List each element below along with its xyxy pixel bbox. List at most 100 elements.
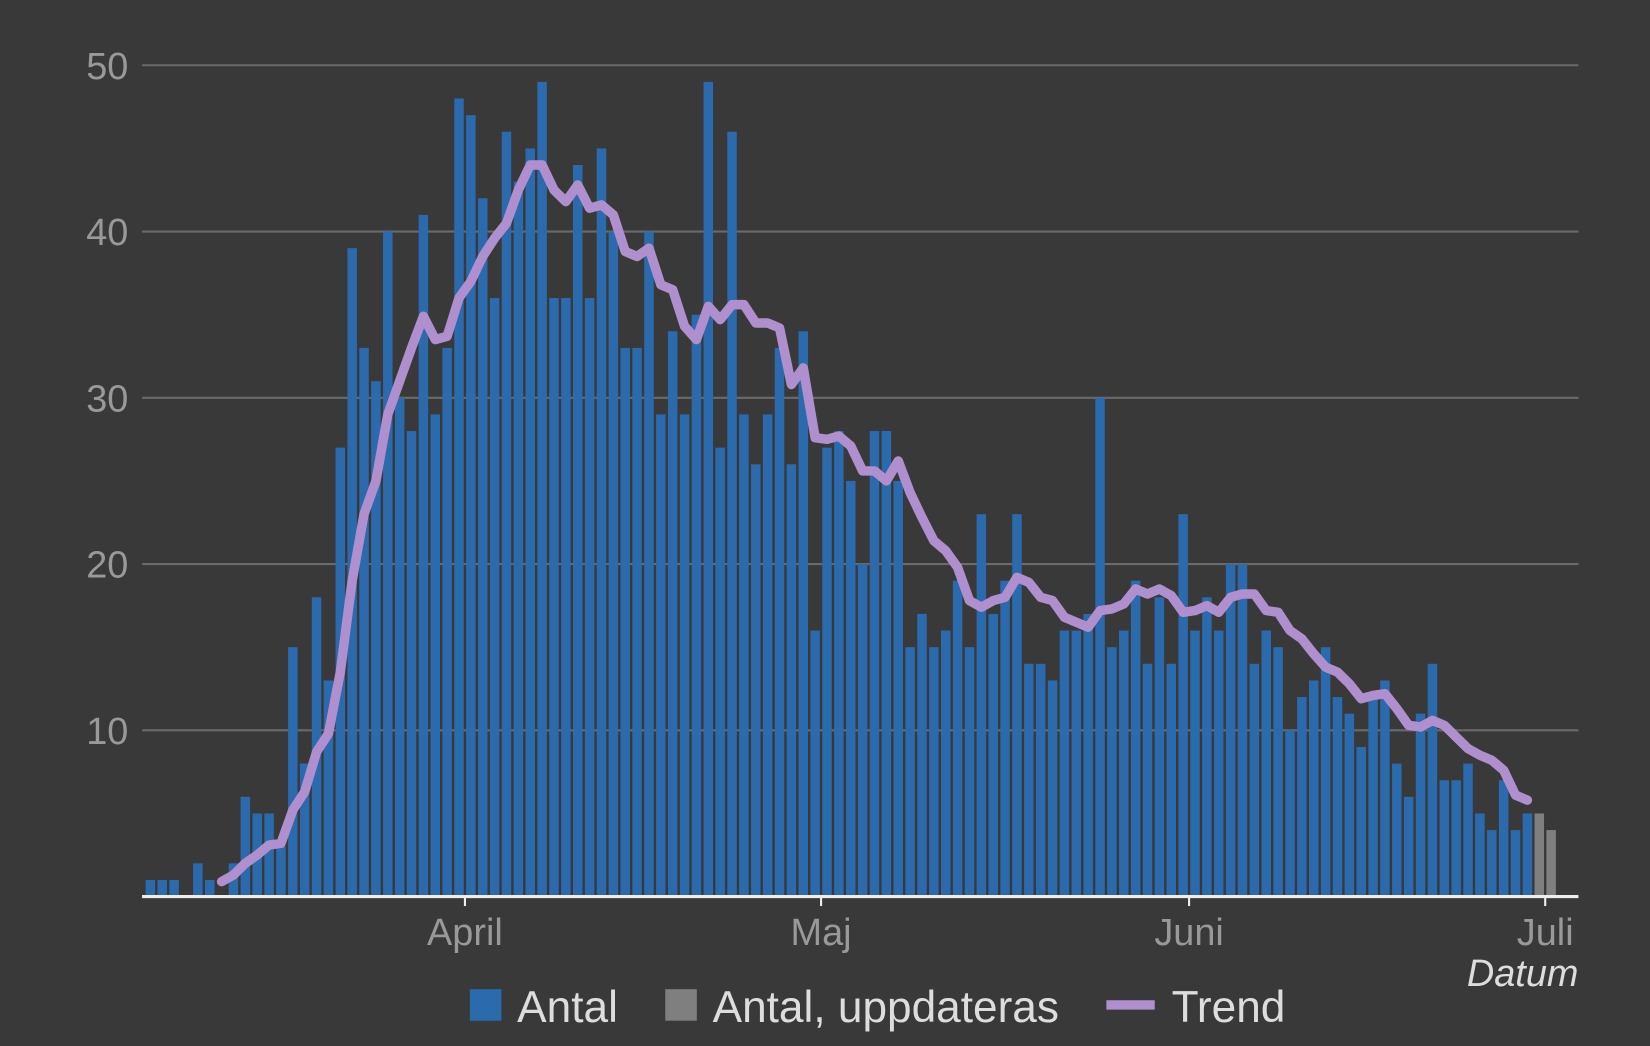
bar — [893, 480, 903, 897]
bar — [1297, 697, 1307, 897]
bar — [478, 198, 488, 897]
bar — [145, 879, 156, 897]
bar — [1154, 597, 1165, 897]
bar — [881, 431, 892, 897]
legend-swatch — [665, 989, 697, 1021]
bar — [1249, 663, 1260, 897]
x-axis-title: Datum — [1467, 953, 1579, 995]
bar — [857, 564, 868, 897]
x-tick-label: Juli — [1517, 912, 1574, 954]
bar — [1130, 580, 1141, 897]
bar — [1166, 663, 1177, 897]
bar — [940, 630, 951, 897]
bar — [1356, 746, 1366, 897]
bar — [359, 347, 369, 897]
bar — [715, 447, 725, 897]
x-tick-label: Juni — [1154, 912, 1223, 954]
bar — [442, 347, 452, 897]
bar — [727, 131, 737, 897]
bar — [798, 331, 809, 897]
bar — [751, 464, 761, 897]
bar — [786, 464, 797, 897]
bar — [1035, 663, 1046, 897]
bar — [584, 298, 595, 897]
bar — [1380, 680, 1390, 897]
bar — [394, 397, 405, 897]
bar — [644, 231, 654, 897]
legend-swatch — [469, 989, 502, 1021]
legend-label: Antal, uppdateras — [713, 983, 1059, 1032]
bar — [299, 763, 310, 897]
bar — [1047, 680, 1058, 897]
bar — [1344, 713, 1355, 897]
legend-item: Antal, uppdateras — [665, 983, 1059, 1032]
legend: Antal Antal, uppdateras Trend — [469, 983, 1285, 1032]
bar — [1427, 663, 1438, 897]
bar — [323, 680, 334, 897]
bar — [371, 381, 381, 897]
bar — [1451, 780, 1461, 897]
bar — [1368, 697, 1378, 897]
legend-label: Antal — [517, 983, 618, 1032]
bar — [917, 613, 927, 897]
bar — [1012, 514, 1022, 897]
bar — [1237, 564, 1248, 897]
bar — [264, 813, 274, 897]
bar — [276, 846, 286, 897]
y-tick-label: 10 — [86, 711, 128, 753]
bar — [596, 148, 607, 897]
bar — [1522, 813, 1533, 897]
bar — [976, 514, 987, 897]
bar — [869, 431, 880, 897]
bar — [1071, 630, 1082, 897]
legend-label: Trend — [1172, 983, 1286, 1032]
bar — [454, 98, 464, 897]
bar — [905, 647, 915, 897]
bar — [656, 414, 666, 897]
bar — [691, 314, 702, 897]
axes: 10 20 30 40 50 April Maj Juni Juli — [86, 46, 1579, 954]
y-tick-label: 30 — [86, 378, 128, 420]
bar — [1403, 796, 1414, 897]
trend-line — [216, 160, 1533, 887]
bar — [1510, 830, 1521, 897]
bar — [1214, 630, 1224, 897]
bar — [1487, 830, 1497, 897]
bar — [1261, 630, 1271, 897]
bar — [774, 347, 785, 897]
bar — [489, 298, 500, 897]
bar — [620, 347, 630, 897]
bar — [549, 298, 559, 897]
bar — [406, 431, 417, 897]
bar — [739, 414, 749, 897]
bar — [288, 647, 298, 897]
bar — [466, 115, 476, 897]
bar — [157, 879, 167, 897]
bar — [1273, 647, 1283, 897]
bar — [204, 879, 215, 897]
bar — [703, 81, 714, 897]
bar — [679, 414, 690, 897]
bar — [1190, 630, 1200, 897]
bar — [1308, 680, 1319, 897]
bar — [561, 298, 571, 897]
y-tick-label: 50 — [86, 46, 128, 88]
bar — [537, 81, 547, 897]
bar — [513, 181, 524, 897]
bar — [1202, 597, 1212, 897]
bar — [1285, 730, 1295, 897]
bar — [1000, 580, 1010, 897]
bar — [193, 863, 203, 897]
y-tick-label: 20 — [86, 545, 128, 587]
bar — [632, 347, 642, 897]
bar — [1095, 397, 1105, 897]
legend-item: Trend — [1106, 983, 1285, 1032]
bar — [1178, 514, 1188, 897]
bar — [1083, 613, 1093, 897]
bar — [1498, 780, 1509, 897]
bar — [1142, 663, 1153, 897]
bar — [1059, 630, 1070, 897]
x-tick-label: April — [427, 912, 503, 954]
